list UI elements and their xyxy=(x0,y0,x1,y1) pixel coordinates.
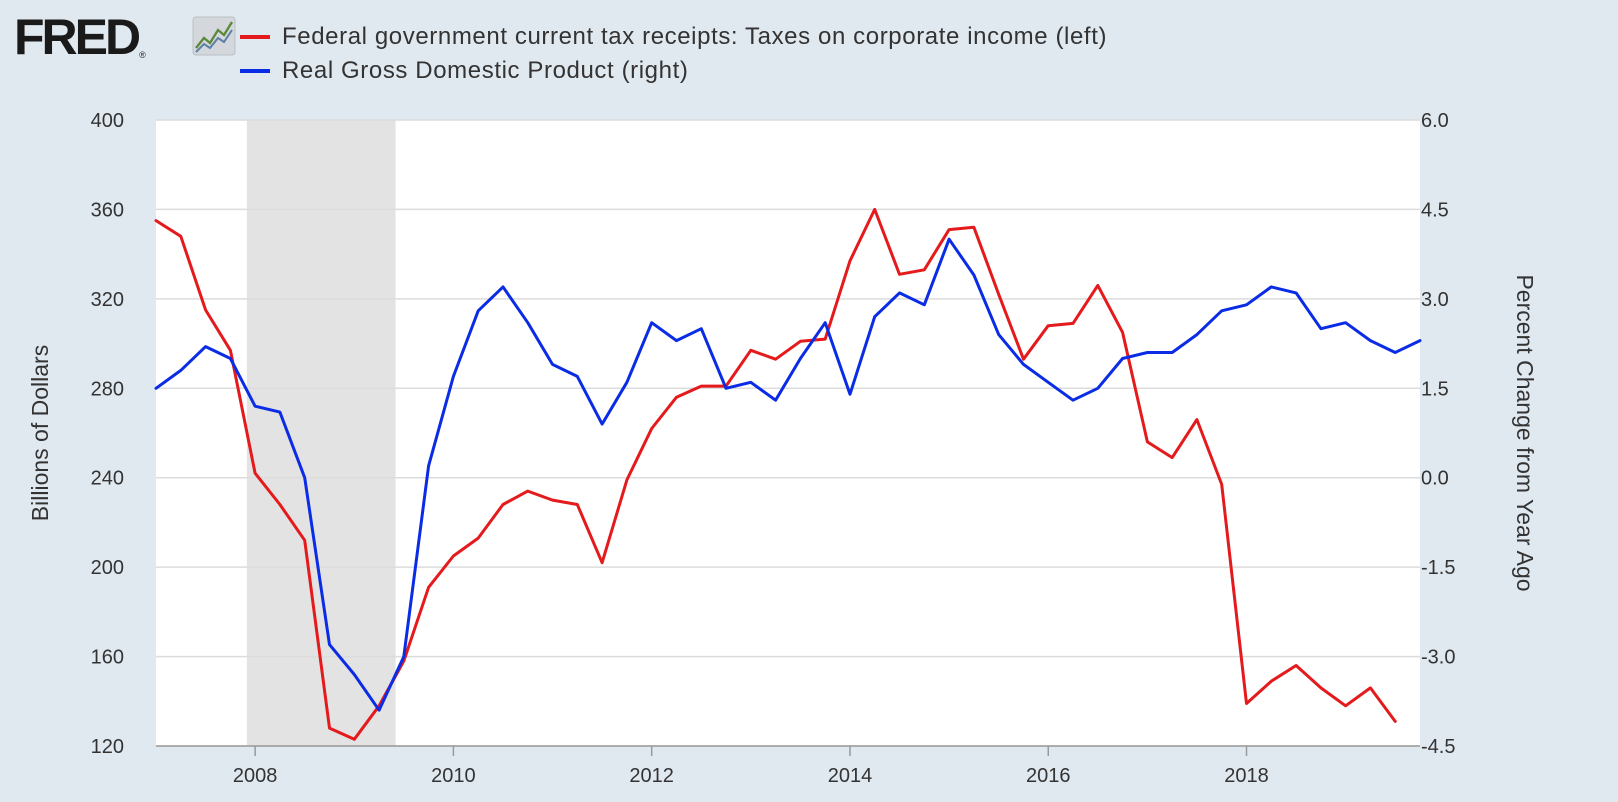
x-tick-label: 2010 xyxy=(431,765,476,787)
legend-item-corporate-tax[interactable]: Federal government current tax receipts:… xyxy=(240,20,1107,54)
y-tick-label-left: 280 xyxy=(91,378,124,400)
y-tick-label-right: -1.5 xyxy=(1421,557,1455,579)
y-tick-label-right: 3.0 xyxy=(1421,289,1449,311)
line-chart-icon xyxy=(192,16,236,56)
y-axis-label-left: Billions of Dollars xyxy=(27,345,53,521)
chart-header: FRED ® Federal government current tax re… xyxy=(0,0,1618,100)
legend-label: Federal government current tax receipts:… xyxy=(282,23,1108,50)
y-tick-label-left: 120 xyxy=(91,736,124,758)
y-tick-label-right: -4.5 xyxy=(1421,736,1455,758)
logo-registered-mark: ® xyxy=(139,50,146,60)
y-tick-label-right: 4.5 xyxy=(1421,199,1449,221)
legend-swatch-red xyxy=(240,35,270,39)
logo-text: FRED xyxy=(14,9,141,65)
y-tick-label-right: 1.5 xyxy=(1421,378,1449,400)
real-gdp-series-line xyxy=(154,237,1422,712)
y-tick-label-right: 6.0 xyxy=(1421,110,1449,132)
y-tick-label-left: 160 xyxy=(91,647,124,669)
y-tick-label-left: 200 xyxy=(91,557,124,579)
y-tick-label-left: 240 xyxy=(91,468,124,490)
x-tick-label: 2012 xyxy=(629,765,674,787)
x-tick-label: 2008 xyxy=(233,765,278,787)
y-tick-label-left: 360 xyxy=(91,199,124,221)
fred-logo[interactable]: FRED ® xyxy=(14,9,236,65)
y-axis-label-right: Percent Change from Year Ago xyxy=(1512,274,1538,591)
legend-item-real-gdp[interactable]: Real Gross Domestic Product (right) xyxy=(240,54,1107,88)
x-tick-label: 2018 xyxy=(1224,765,1269,787)
recession-shading xyxy=(246,120,396,746)
corporate-tax-series-line xyxy=(154,207,1397,741)
legend-swatch-blue xyxy=(240,69,270,73)
y-tick-label-left: 400 xyxy=(91,110,124,132)
y-tick-label-left: 320 xyxy=(91,289,124,311)
chart-legend: Federal government current tax receipts:… xyxy=(240,20,1107,88)
x-tick-label: 2016 xyxy=(1026,765,1071,787)
legend-label: Real Gross Domestic Product (right) xyxy=(282,57,689,84)
y-tick-label-right: -3.0 xyxy=(1421,647,1455,669)
x-tick-label: 2014 xyxy=(828,765,873,787)
y-tick-label-right: 0.0 xyxy=(1421,468,1449,490)
